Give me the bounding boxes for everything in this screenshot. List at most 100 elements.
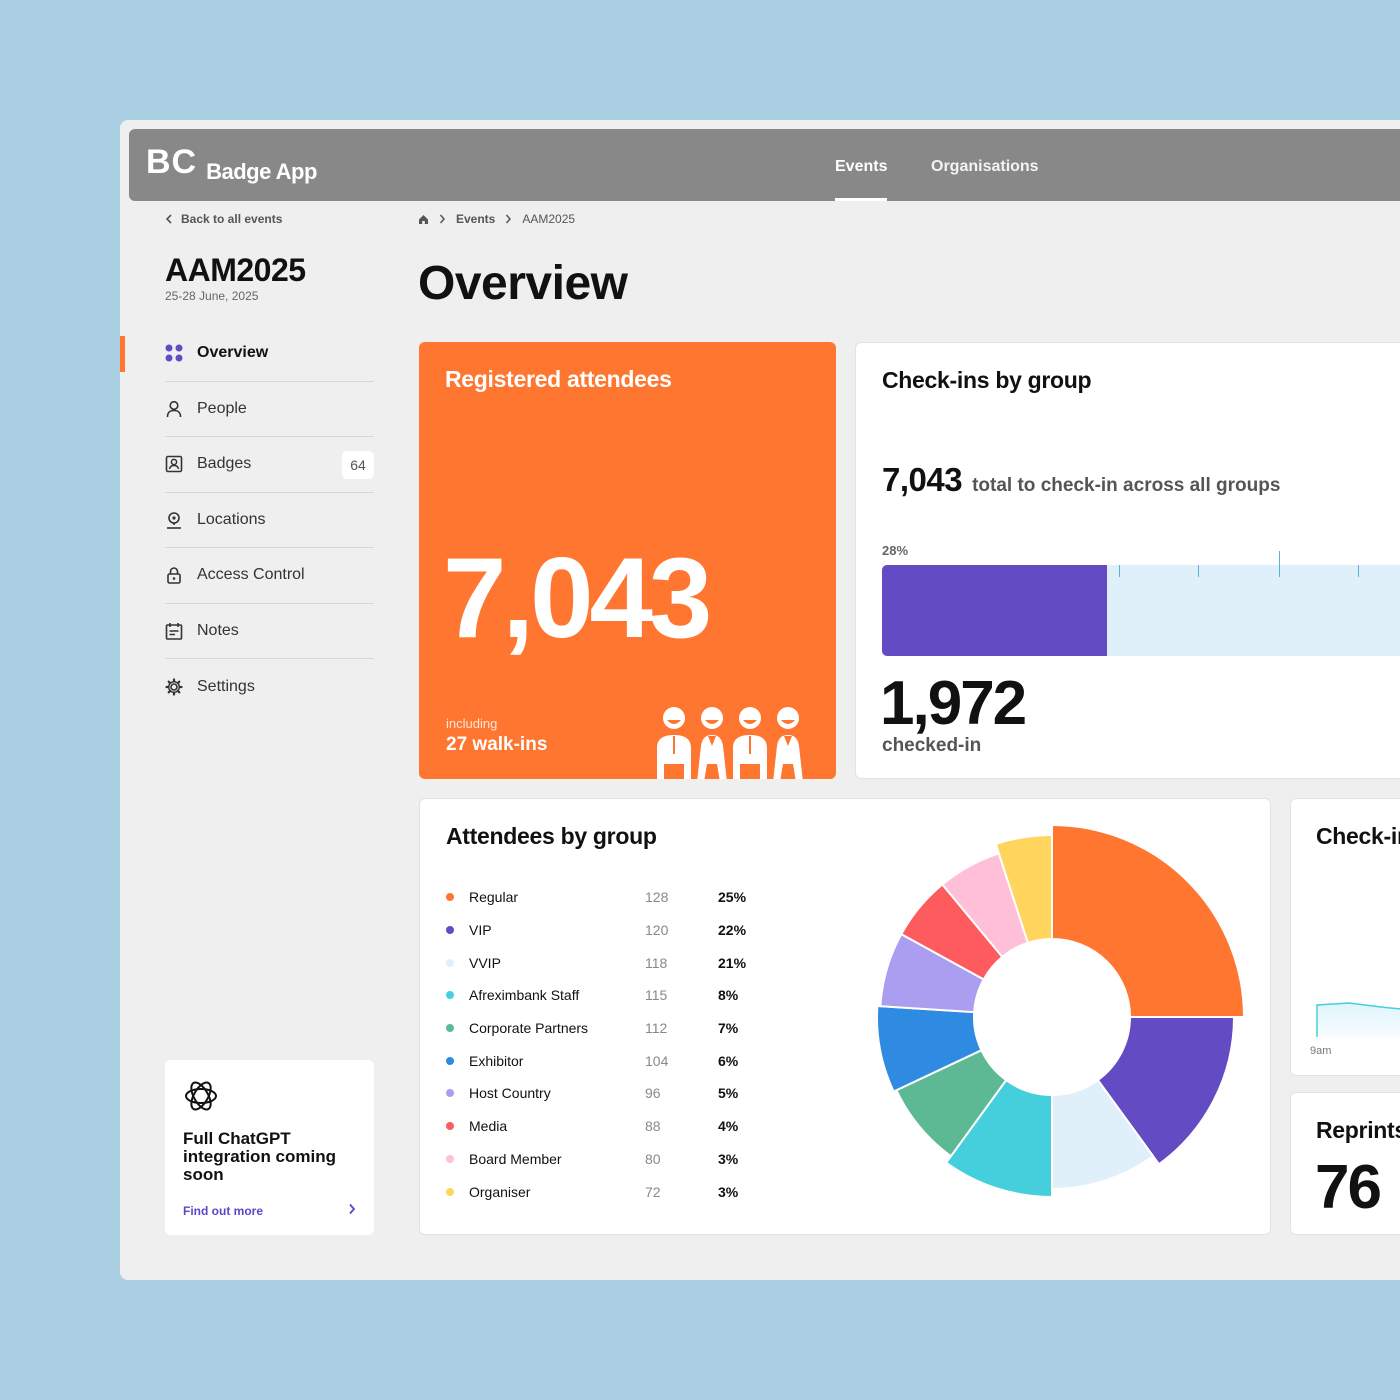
legend-dot [446, 1024, 454, 1033]
progress-tick [1358, 565, 1359, 577]
top-bar: BC Badge App Events Organisations [129, 129, 1400, 201]
donut-slice[interactable] [944, 1078, 1053, 1199]
legend-pct: 6% [718, 1052, 739, 1069]
group-donut-chart [876, 825, 1244, 1199]
logo-mark: BC [146, 143, 198, 181]
promo-text: Full ChatGPT integration coming soon [183, 1129, 336, 1184]
legend-pct: 22% [718, 922, 747, 939]
donut-slice[interactable] [876, 1004, 983, 1093]
card-title: Check-ins by time [1316, 823, 1400, 849]
legend-row: Host Country 96 5% [446, 1077, 756, 1110]
breadcrumb-events[interactable]: Events [456, 212, 496, 226]
checkins-by-group-card: Check-ins by group 7,043 total to check-… [855, 342, 1400, 779]
sidebar-item-settings[interactable]: Settings [165, 659, 374, 715]
checked-in-value: 1,972 [880, 669, 1027, 738]
legend-name: Board Member [469, 1150, 562, 1167]
legend-pct: 8% [718, 987, 739, 1004]
sidebar-item-label: Overview [197, 344, 269, 362]
home-icon[interactable] [418, 214, 429, 225]
checkin-progress-fill [882, 565, 1108, 656]
sidebar-item-access-control[interactable]: Access Control [165, 548, 374, 604]
chevron-right-icon[interactable] [348, 1203, 356, 1215]
legend-count: 120 [645, 922, 669, 939]
sidebar-item-locations[interactable]: Locations [165, 493, 374, 548]
badge-icon [165, 455, 183, 473]
legend-dot [446, 958, 454, 967]
legend-count: 104 [645, 1052, 669, 1069]
card-title: Reprints [1316, 1117, 1400, 1143]
legend-pct: 3% [718, 1183, 739, 1200]
legend-row: VIP 120 22% [446, 914, 756, 947]
sidebar-nav: Overview People Badges 64 Locations Ac [120, 326, 374, 715]
legend-row: Afreximbank Staff 115 8% [446, 979, 756, 1012]
legend-pct: 7% [718, 1020, 739, 1037]
sidebar-item-label: Settings [197, 677, 255, 695]
legend-count: 80 [645, 1150, 661, 1167]
donut-slice[interactable] [1096, 1016, 1236, 1166]
registered-count: 7,043 [443, 535, 712, 662]
card-title: Registered attendees [445, 366, 672, 392]
legend-count: 112 [645, 1020, 668, 1037]
gear-icon [165, 678, 183, 696]
progress-tick [1198, 565, 1199, 577]
find-out-more-link[interactable]: Find out more [183, 1204, 263, 1218]
legend-dot [446, 1089, 454, 1098]
legend-row: Regular 128 25% [446, 881, 756, 914]
legend-row: VVIP 118 21% [446, 946, 756, 979]
legend-dot [446, 926, 454, 935]
legend-pct: 21% [718, 954, 747, 971]
legend-dot [446, 893, 454, 902]
legend-pct: 4% [718, 1118, 739, 1135]
app-logo[interactable]: BC Badge App [146, 143, 317, 183]
tab-events[interactable]: Events [835, 129, 888, 201]
legend-pct: 3% [718, 1150, 739, 1167]
chatgpt-promo-card: Full ChatGPT integration coming soon Fin… [165, 1060, 374, 1235]
sidebar-item-badges[interactable]: Badges 64 [165, 437, 374, 493]
donut-slice[interactable] [994, 833, 1053, 945]
time-axis-label: 9am [1310, 1045, 1332, 1057]
legend-count: 128 [645, 889, 669, 906]
sidebar-item-people[interactable]: People [165, 382, 374, 437]
chevron-left-icon [165, 214, 172, 224]
event-date: 25-28 June, 2025 [165, 289, 259, 303]
legend-name: Exhibitor [469, 1052, 524, 1069]
registered-attendees-card: Registered attendees 7,043 including 27 … [419, 342, 836, 779]
sidebar-item-notes[interactable]: Notes [165, 604, 374, 659]
checkin-total-text: total to check-in across all groups [972, 475, 1281, 496]
walk-ins-value: 27 walk-ins [446, 734, 548, 755]
sidebar-item-overview[interactable]: Overview [120, 326, 374, 382]
legend-row: Organiser 72 3% [446, 1175, 756, 1208]
breadcrumb: Events AAM2025 [418, 212, 575, 226]
legend-name: Media [469, 1118, 508, 1135]
progress-tick [1119, 565, 1120, 577]
group-legend: Regular 128 25% VIP 120 22% VVIP 118 21% Afreximb… [446, 881, 756, 1208]
donut-slice[interactable] [1051, 825, 1244, 1018]
logo-name: Badge App [206, 159, 317, 184]
checkins-time-sparkline [1316, 1002, 1400, 1037]
legend-name: Organiser [469, 1183, 531, 1200]
legend-name: VVIP [469, 954, 501, 971]
back-to-events-link[interactable]: Back to all events [165, 212, 282, 226]
event-title: AAM2025 [165, 252, 306, 288]
reprints-card: Reprints 76 [1290, 1092, 1400, 1235]
legend-row: Media 88 4% [446, 1110, 756, 1143]
app-window: BC Badge App Events Organisations Back t… [120, 120, 1400, 1280]
legend-dot [446, 1056, 454, 1065]
calendar-note-icon [165, 622, 183, 640]
legend-dot [446, 1187, 454, 1196]
legend-count: 88 [645, 1118, 661, 1135]
attendees-by-group-card: Attendees by group Regular 128 25% VIP 120 22… [419, 798, 1271, 1235]
checkin-total: 7,043 total to check-in across all group… [882, 461, 1280, 499]
legend-count: 96 [645, 1085, 661, 1102]
sidebar-item-label: Access Control [197, 566, 305, 584]
checkin-percent: 28% [882, 543, 909, 558]
checkin-total-value: 7,043 [882, 461, 963, 498]
legend-count: 118 [645, 954, 668, 971]
checkins-by-time-card: Check-ins by time 9am [1290, 798, 1400, 1076]
chevron-right-icon [439, 214, 445, 224]
sidebar-item-label: People [197, 399, 247, 417]
sidebar-item-label: Notes [197, 621, 239, 639]
tab-organisations[interactable]: Organisations [931, 158, 1039, 175]
legend-name: Regular [469, 889, 519, 906]
person-icon [165, 400, 183, 418]
